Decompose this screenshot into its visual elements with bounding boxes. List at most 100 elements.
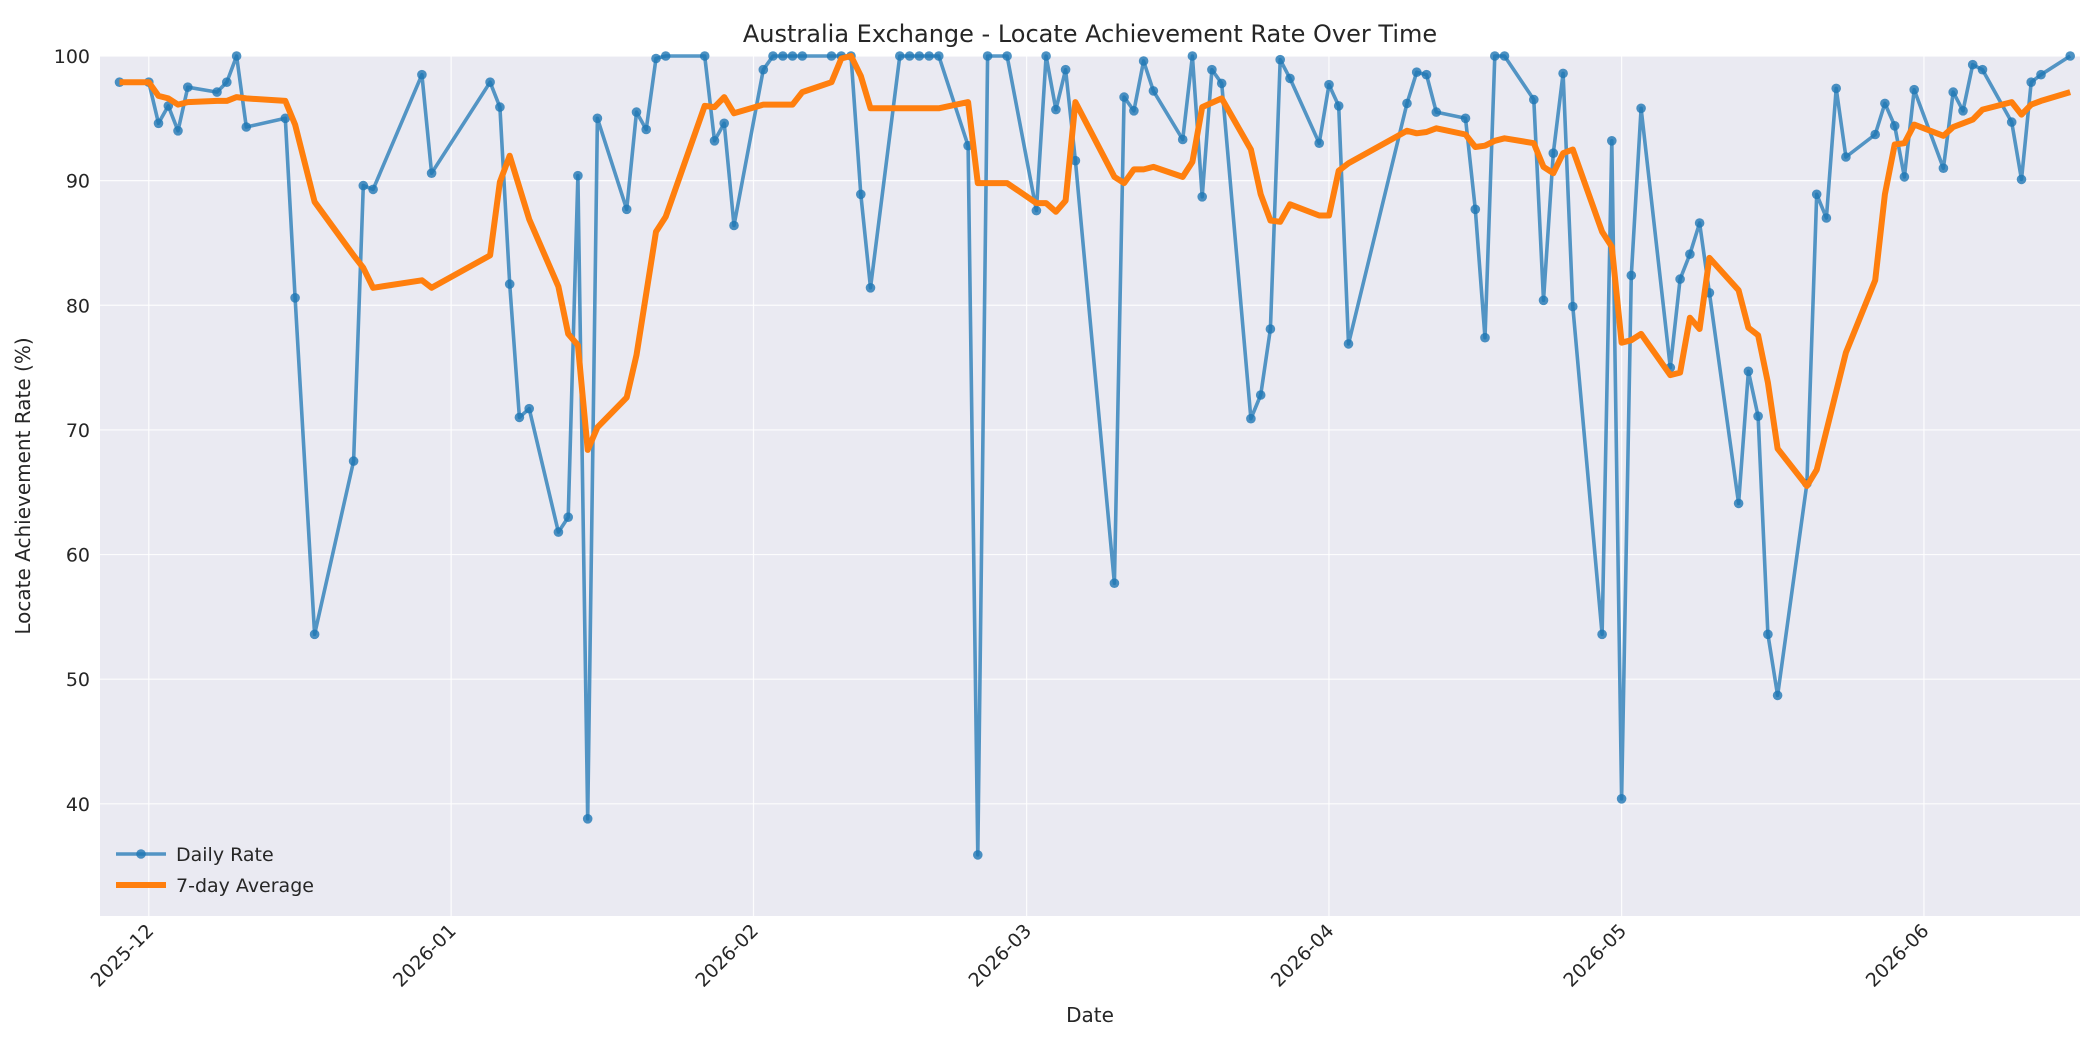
daily-rate-point	[309, 629, 320, 640]
daily-rate-point	[2006, 117, 2017, 127]
daily-rate-point	[2036, 69, 2046, 80]
daily-rate-point	[1529, 94, 1539, 105]
y-tick-label: 100	[54, 46, 90, 68]
y-tick-label: 60	[66, 545, 90, 567]
y-tick-label: 80	[66, 295, 90, 317]
daily-rate-point	[1129, 106, 1139, 116]
x-tick-label: 2026-02	[691, 920, 763, 992]
daily-rate-point	[1636, 103, 1646, 114]
daily-rate-point	[709, 136, 720, 146]
daily-rate-point	[280, 113, 291, 124]
legend-daily-marker	[136, 849, 146, 859]
daily-rate-point	[1733, 498, 1744, 509]
daily-rate-point	[358, 180, 369, 191]
plot-area	[100, 56, 2080, 916]
daily-rate-point	[924, 51, 934, 61]
daily-rate-point	[485, 77, 495, 87]
daily-rate-point	[865, 283, 876, 293]
daily-rate-point	[1060, 64, 1071, 75]
daily-rate-point	[1772, 690, 1783, 701]
daily-rate-point	[1314, 138, 1324, 148]
daily-rate-point	[524, 403, 534, 414]
daily-rate-point	[573, 170, 583, 181]
daily-rate-point	[1343, 339, 1354, 349]
daily-rate-point	[729, 220, 739, 231]
x-tick-label: 2026-06	[1862, 920, 1934, 992]
daily-rate-point	[1275, 54, 1285, 65]
daily-rate-point	[1831, 83, 1841, 94]
daily-rate-point	[563, 512, 573, 522]
daily-rate-point	[1265, 324, 1276, 334]
y-tick-label: 40	[66, 794, 90, 816]
daily-rate-point	[1333, 101, 1344, 111]
daily-rate-point	[2065, 51, 2075, 61]
chart-title: Australia Exchange - Locate Achievement …	[743, 20, 1437, 48]
daily-rate-point	[1207, 64, 1217, 75]
daily-rate-point	[651, 53, 661, 64]
daily-rate-point	[1187, 51, 1198, 61]
x-tick-label: 2026-01	[389, 920, 461, 992]
daily-rate-point	[1538, 295, 1549, 306]
daily-rate-point	[641, 124, 651, 135]
x-tick-label: 2026-03	[964, 920, 1036, 992]
daily-rate-point	[1246, 413, 1256, 424]
daily-rate-point	[504, 279, 515, 289]
daily-rate-point	[1880, 98, 1890, 109]
daily-rate-point	[1958, 106, 1968, 116]
daily-rate-point	[1480, 332, 1490, 343]
series-layer	[114, 51, 2075, 860]
daily-rate-point	[173, 126, 183, 136]
daily-rate-point	[1977, 64, 1988, 75]
daily-rate-point	[1460, 113, 1471, 124]
daily-rate-point	[1470, 204, 1481, 215]
daily-rate-point	[895, 51, 905, 61]
daily-rate-point	[1821, 213, 1832, 223]
daily-rate-point	[758, 64, 769, 75]
x-tick-label: 2026-04	[1267, 920, 1339, 992]
daily-rate-point	[1499, 51, 1510, 61]
daily-rate-point	[1002, 51, 1012, 61]
daily-rate-point	[1051, 104, 1061, 115]
daily-rate-point	[1967, 59, 1978, 70]
daily-rate-point	[797, 51, 808, 61]
daily-rate-point	[553, 527, 564, 537]
daily-rate-point	[1216, 78, 1227, 89]
daily-rate-point	[660, 51, 671, 61]
daily-rate-point	[1675, 274, 1685, 284]
daily-rate-point	[1568, 301, 1578, 312]
daily-rate-point	[368, 184, 378, 195]
daily-rate-point	[1197, 192, 1207, 202]
daily-rate-point	[514, 412, 525, 423]
daily-rate-point	[1870, 129, 1880, 140]
daily-rate-point	[1431, 107, 1442, 117]
daily-rate-point	[212, 87, 222, 97]
daily-rate-point	[914, 51, 925, 61]
daily-rate-point	[1743, 366, 1754, 377]
daily-rate-point	[1041, 51, 1051, 61]
daily-rate-point	[1138, 56, 1149, 66]
daily-rate-point	[2026, 77, 2036, 87]
daily-rate-point	[417, 69, 427, 80]
daily-rate-point	[231, 51, 242, 61]
daily-rate-point	[426, 168, 437, 178]
daily-rate-point	[222, 77, 232, 87]
daily-rate-point	[582, 814, 593, 824]
y-tick-label: 90	[66, 171, 90, 193]
daily-rate-point	[631, 107, 642, 117]
daily-rate-point	[1402, 98, 1412, 109]
daily-rate-point	[2016, 174, 2027, 185]
daily-rate-point	[1285, 73, 1295, 84]
legend-daily-label: Daily Rate	[176, 844, 274, 866]
daily-rate-point	[1685, 249, 1695, 259]
daily-rate-point	[290, 293, 300, 303]
daily-rate-point	[787, 51, 798, 61]
daily-rate-point	[1558, 68, 1568, 79]
daily-rate-point	[1694, 218, 1705, 228]
daily-rate-point	[183, 82, 193, 92]
daily-rate-point	[856, 189, 866, 200]
daily-rate-point	[163, 101, 174, 111]
daily-rate-point	[621, 204, 632, 215]
daily-rate-point	[592, 113, 603, 124]
daily-rate-point	[1626, 270, 1637, 281]
